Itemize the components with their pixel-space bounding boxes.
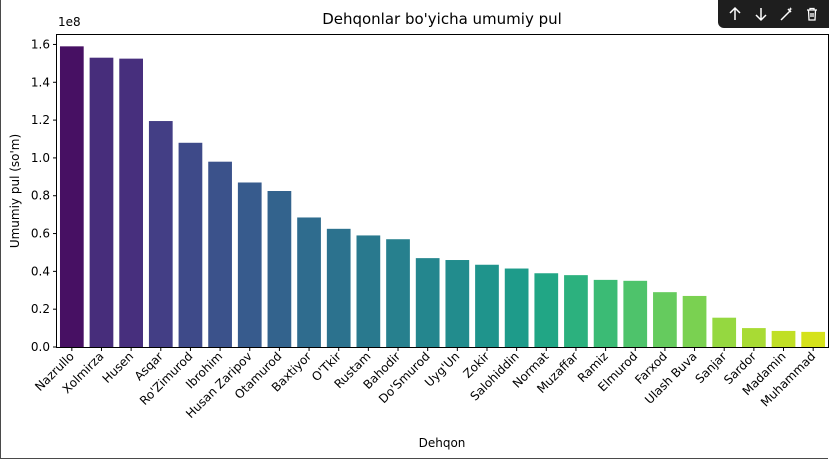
bar [504,268,529,347]
y-tick-label: 1.6 [31,37,50,51]
y-offset-label: 1e8 [58,15,81,29]
y-tick-label: 1.4 [31,75,50,89]
bar [564,275,588,347]
y-tick-label: 0.6 [31,227,50,241]
y-tick-label: 0.8 [31,189,50,203]
y-tick-label: 1.0 [31,151,50,165]
trash-icon [807,7,818,21]
bar [415,258,440,347]
move-up-button[interactable] [724,3,746,25]
bar [386,239,410,347]
bar [534,273,559,347]
bar [445,260,470,347]
move-down-button[interactable] [750,3,772,25]
delete-button[interactable] [801,3,823,25]
bar [801,331,826,347]
bar [742,328,766,347]
y-axis-label: Umumiy pul (so'm) [8,134,22,248]
bar [208,161,232,347]
bar [475,264,499,347]
magic-wand-icon [780,7,793,21]
x-tick-label: Husen [100,349,137,386]
bar [653,292,677,347]
y-axis: 0.0 0.2 0.4 0.6 0.8 1.0 1.2 1.4 1.6 [31,37,57,354]
bar [119,58,143,348]
bar [237,182,262,347]
y-tick-label: 0.0 [31,340,50,354]
bar [712,317,737,347]
x-axis: NazrulloXolmirzaHusenAsqarRo'ZimurodIbro… [32,347,818,421]
y-tick-label: 1.2 [31,113,50,127]
bar [148,121,173,347]
bar [326,228,351,347]
arrow-down-icon [755,8,767,22]
bar [178,142,203,347]
chart-title: Dehqonlar bo'yicha umumiy pul [322,10,562,28]
bar [89,57,114,347]
bar [356,235,381,347]
bar [267,191,292,347]
bar [59,46,84,347]
bar [593,279,618,347]
y-tick-label: 0.2 [31,302,50,316]
y-tick-label: 0.4 [31,264,50,278]
bar [682,295,707,347]
bar [297,217,321,347]
bar [771,330,796,347]
generate-button[interactable] [775,3,797,25]
x-axis-label: Dehqon [419,436,466,450]
bar [623,280,648,347]
bars [59,46,826,348]
cell-toolbar [718,0,829,28]
arrow-up-icon [729,6,741,20]
